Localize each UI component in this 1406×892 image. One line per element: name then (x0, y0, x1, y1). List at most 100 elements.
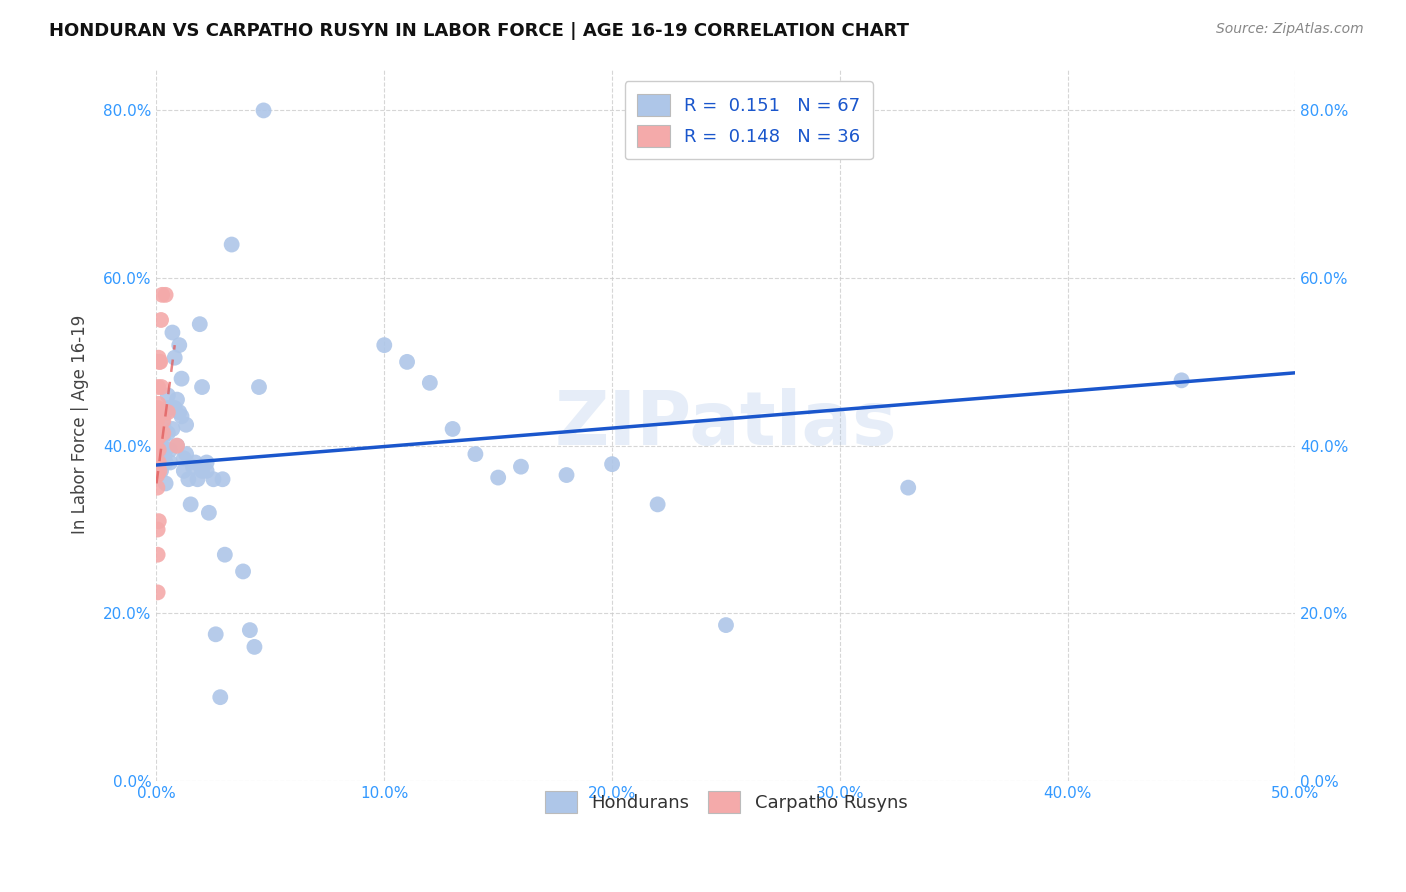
Point (204, 627, 226, 641)
Point (150, 464, 173, 478)
Point (146, 405, 169, 419)
Point (146, 409, 169, 424)
Point (714, 618, 737, 632)
Point (373, 338, 395, 352)
Point (166, 439, 188, 453)
Point (441, 422, 464, 436)
Point (148, 464, 170, 478)
Text: HONDURAN VS CARPATHO RUSYN IN LABOR FORCE | AGE 16-19 CORRELATION CHART: HONDURAN VS CARPATHO RUSYN IN LABOR FORC… (49, 22, 910, 40)
Point (148, 442, 170, 457)
Point (152, 405, 174, 419)
Point (239, 623, 262, 637)
Point (247, 380, 270, 394)
Point (173, 451, 195, 466)
Point (146, 380, 169, 394)
Point (146, 548, 169, 562)
Point (155, 442, 177, 457)
Point (191, 380, 214, 394)
Point (252, 103, 274, 118)
Point (173, 464, 195, 478)
Y-axis label: In Labor Force | Age 16-19: In Labor Force | Age 16-19 (72, 315, 89, 534)
Point (148, 405, 170, 419)
Point (510, 459, 533, 474)
Point (163, 401, 186, 415)
Point (191, 464, 214, 478)
Point (155, 288, 177, 302)
Point (156, 401, 179, 415)
Point (155, 455, 177, 469)
Point (897, 481, 920, 495)
Point (166, 439, 188, 453)
Point (150, 313, 173, 327)
Point (150, 426, 173, 441)
Point (156, 405, 179, 419)
Legend: Hondurans, Carpatho Rusyns: Hondurans, Carpatho Rusyns (531, 778, 920, 825)
Point (150, 451, 173, 466)
Point (146, 585, 169, 599)
Point (170, 372, 193, 386)
Point (146, 401, 169, 415)
Point (209, 690, 232, 705)
Point (243, 640, 266, 654)
Point (195, 464, 218, 478)
Text: ZIPatlas: ZIPatlas (554, 388, 897, 461)
Point (464, 447, 486, 461)
Point (149, 426, 172, 441)
Point (156, 426, 179, 441)
Point (188, 317, 211, 331)
Point (202, 472, 225, 486)
Point (214, 548, 236, 562)
Point (150, 439, 173, 453)
Point (156, 388, 179, 402)
Point (177, 472, 200, 486)
Point (169, 405, 191, 419)
Point (186, 472, 208, 486)
Point (148, 514, 170, 528)
Point (396, 355, 419, 369)
Point (146, 426, 169, 441)
Point (647, 497, 669, 511)
Point (181, 459, 204, 474)
Point (146, 481, 169, 495)
Point (152, 413, 174, 427)
Point (170, 409, 193, 424)
Point (180, 497, 202, 511)
Point (221, 237, 243, 252)
Point (159, 442, 181, 457)
Point (152, 417, 174, 432)
Point (150, 380, 173, 394)
Point (148, 409, 170, 424)
Point (148, 455, 170, 469)
Point (146, 523, 169, 537)
Point (146, 468, 169, 483)
Point (198, 506, 221, 520)
Point (148, 397, 170, 411)
Text: Source: ZipAtlas.com: Source: ZipAtlas.com (1216, 22, 1364, 37)
Point (195, 455, 218, 469)
Point (152, 430, 174, 444)
Point (163, 351, 186, 365)
Point (174, 417, 197, 432)
Point (149, 355, 172, 369)
Point (152, 426, 174, 441)
Point (148, 430, 170, 444)
Point (184, 455, 207, 469)
Point (211, 472, 233, 486)
Point (148, 351, 170, 365)
Point (232, 565, 254, 579)
Point (146, 413, 169, 427)
Point (155, 476, 177, 491)
Point (148, 430, 170, 444)
Point (162, 422, 184, 436)
Point (150, 405, 173, 419)
Point (150, 288, 173, 302)
Point (486, 470, 509, 484)
Point (162, 326, 184, 340)
Point (146, 430, 169, 444)
Point (146, 405, 169, 419)
Point (155, 405, 177, 419)
Point (600, 457, 623, 471)
Point (148, 442, 170, 457)
Point (174, 447, 197, 461)
Point (1170, 373, 1192, 387)
